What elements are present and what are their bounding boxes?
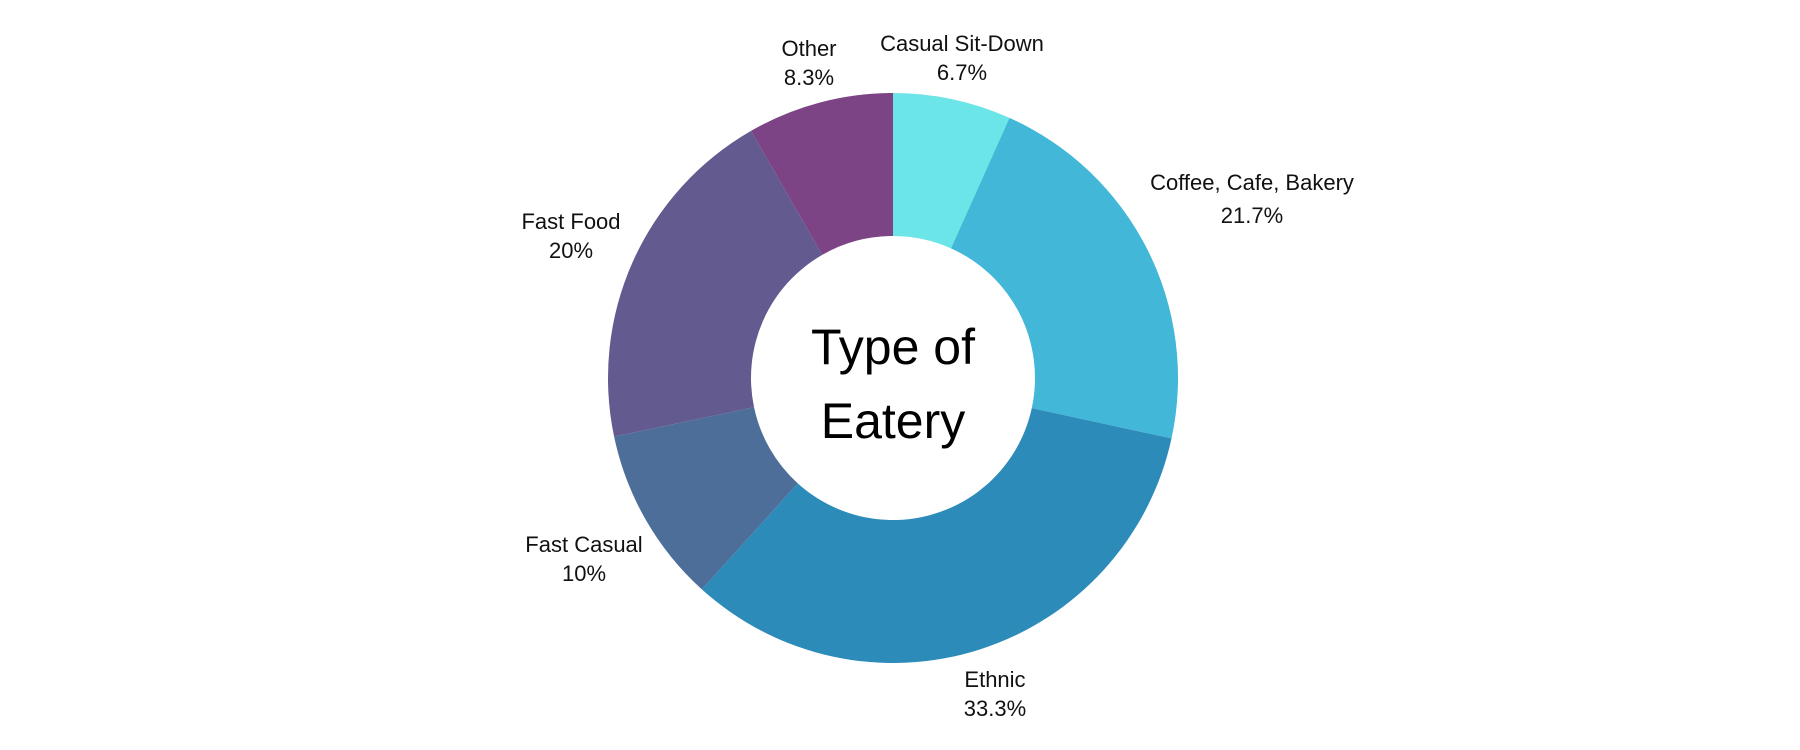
- slice-label-value: 33.3%: [963, 696, 1027, 721]
- chart-title: Type of Eatery: [811, 310, 975, 458]
- chart-title-line-1: Type of: [811, 319, 975, 375]
- slice-label-ethnic: Ethnic 33.3%: [964, 665, 1026, 723]
- slice-coffee-cafe-bakery: [951, 117, 1178, 439]
- slice-ethnic: [701, 408, 1172, 663]
- slice-label-value: 20%: [548, 238, 594, 263]
- slice-label-name: Ethnic: [964, 667, 1026, 692]
- slice-label-name: Other: [781, 36, 837, 61]
- slice-other: [751, 93, 893, 255]
- slice-label-name: Coffee, Cafe, Bakery: [1150, 170, 1354, 195]
- slice-label-other: Other 8.3%: [781, 34, 836, 92]
- slice-fast-casual: [614, 407, 798, 590]
- chart-title-line-2: Eatery: [820, 393, 966, 449]
- slice-casual-sit-down: [893, 93, 1010, 249]
- slice-label-value: 21.7%: [1220, 203, 1284, 228]
- slice-label-casual-sit-down: Casual Sit-Down 6.7%: [880, 29, 1044, 87]
- slice-fast-food: [608, 130, 823, 437]
- slice-label-coffee-cafe-bakery: Coffee, Cafe, Bakery 21.7%: [1150, 166, 1354, 232]
- slice-label-name: Casual Sit-Down: [880, 31, 1044, 56]
- slice-label-name: Fast Casual: [525, 532, 643, 557]
- slice-label-value: 6.7%: [936, 60, 988, 85]
- slice-label-value: 8.3%: [783, 65, 835, 90]
- slice-label-value: 10%: [561, 561, 607, 586]
- slice-label-name: Fast Food: [521, 209, 621, 234]
- slice-label-fast-casual: Fast Casual 10%: [525, 530, 642, 588]
- slice-label-fast-food: Fast Food 20%: [521, 207, 620, 265]
